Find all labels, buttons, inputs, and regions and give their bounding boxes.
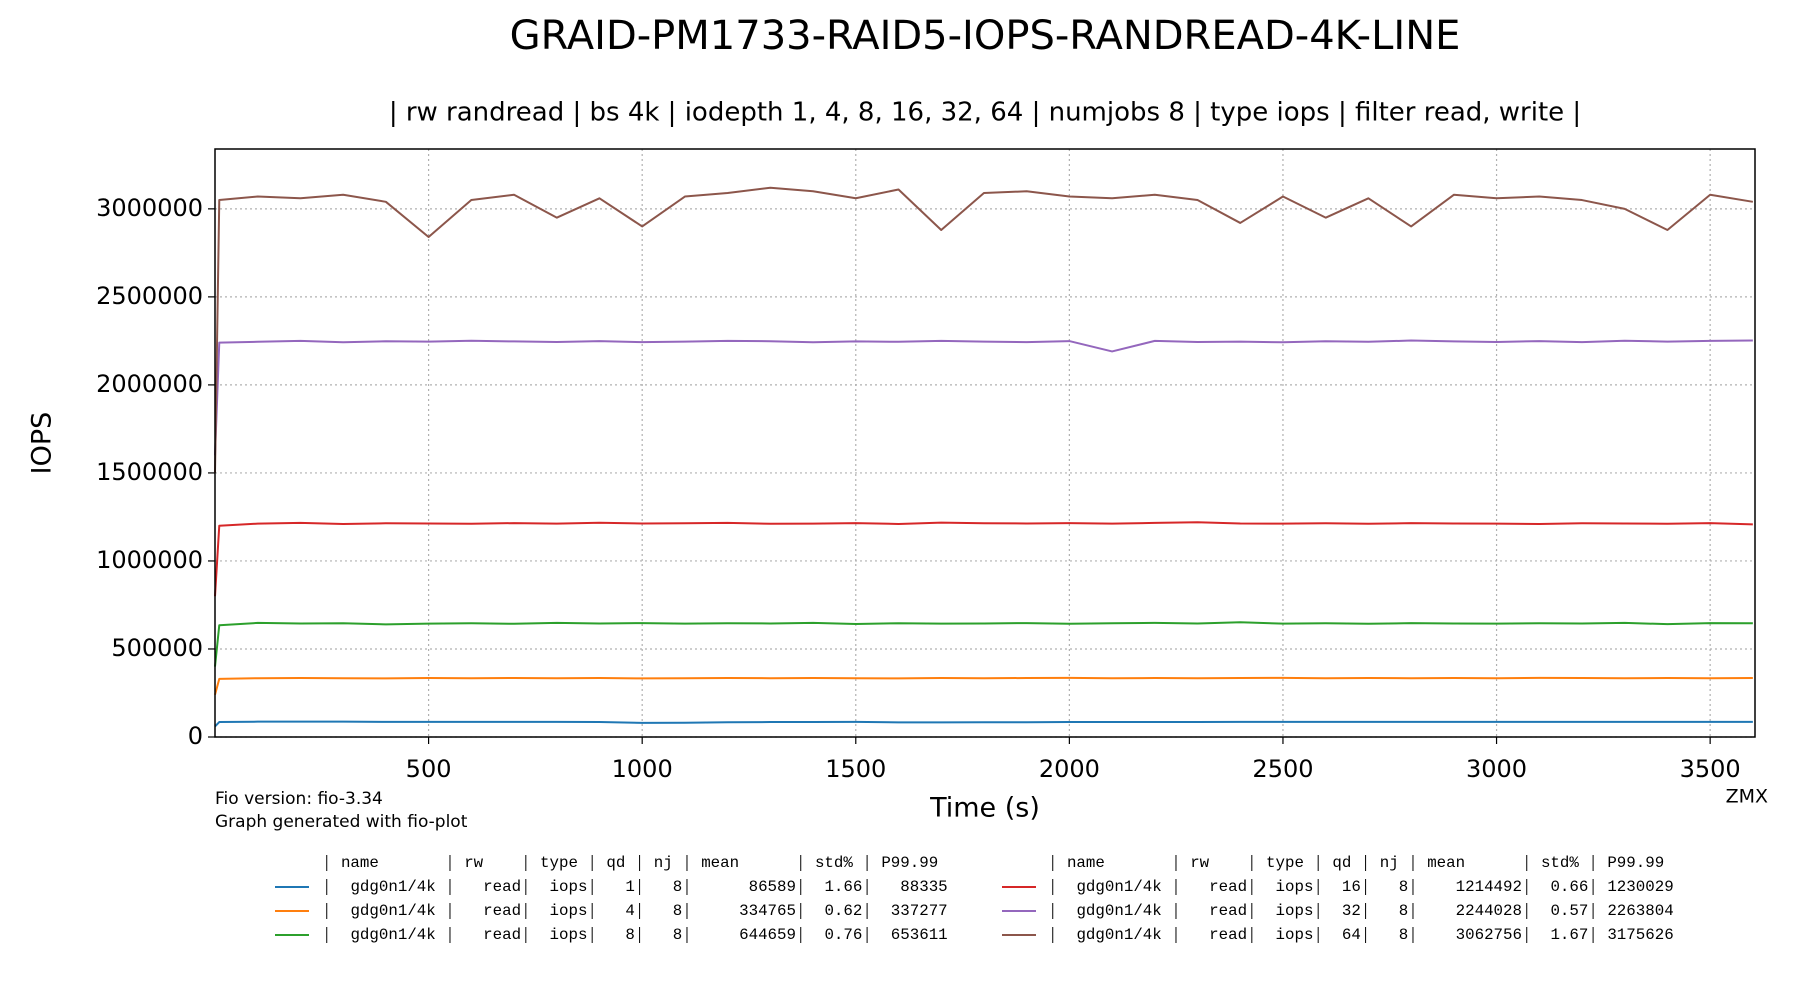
y-tick-label: 2000000 [96,370,203,398]
legend-cell: read [483,902,521,920]
legend-cell: 4 [625,902,634,920]
legend-header: qd [606,854,625,872]
legend-cell: 1214492 [1456,878,1522,896]
legend-cell: 8 [625,926,634,944]
legend-cell: 1.67 [1550,926,1588,944]
legend-cell: gdg0n1/4k [1076,902,1161,920]
legend-header: nj [1380,854,1399,872]
y-tick-label: 1000000 [96,546,203,574]
series-line [214,186,1754,473]
legend-cell: gdg0n1/4k [350,926,435,944]
legend-cell: 8 [673,878,682,896]
legend-cell: read [1209,926,1247,944]
legend-cell: 16 [1342,878,1361,896]
legend-header: P99.99 [1607,854,1664,872]
legend-cell: gdg0n1/4k [350,902,435,920]
y-tick-label: 3000000 [96,194,203,222]
legend-cell: iops [550,878,588,896]
legend-cell: 2244028 [1456,902,1522,920]
legend-cell: iops [550,902,588,920]
legend-cell: read [483,926,521,944]
y-axis-label: IOPS [27,412,58,475]
x-tick-label: 1500 [825,755,886,783]
legend-cell: 86589 [749,878,796,896]
legend-cell: 88335 [900,878,947,896]
x-tick-label: 500 [406,755,452,783]
x-tick-label: 3500 [1680,755,1741,783]
legend-header: rw [1190,854,1209,872]
legend-cell: 644659 [739,926,796,944]
legend-cell: read [483,878,521,896]
legend-header: type [1266,854,1304,872]
legend-header: name [1067,854,1105,872]
chart-subtitle: | rw randread | bs 4k | iodepth 1, 4, 8,… [389,98,1581,128]
legend-header: nj [654,854,673,872]
legend-cell: 32 [1342,902,1361,920]
chart-title: GRAID-PM1733-RAID5-IOPS-RANDREAD-4K-LINE [510,13,1461,59]
legend-cell: iops [1276,926,1314,944]
legend-cell: iops [550,926,588,944]
x-tick-label: 3000 [1466,755,1527,783]
x-tick-label: 2500 [1252,755,1313,783]
plot-frame [214,148,1756,738]
legend-header: rw [464,854,483,872]
legend-cell: 8 [673,926,682,944]
series-line [214,339,1753,456]
y-tick-label: 1500000 [96,458,203,486]
legend-cell: iops [1276,878,1314,896]
footnote: Graph generated with fio-plot [215,812,468,832]
legend-cell: 8 [673,902,682,920]
series-line [214,676,1753,696]
legend-cell: 337277 [891,902,948,920]
x-axis-label: Time (s) [929,793,1040,824]
y-tick-label: 500000 [111,634,203,662]
legend-cell: 0.62 [824,902,862,920]
legend-cell: 8 [1399,926,1408,944]
legend-header: P99.99 [881,854,938,872]
legend-cell: 0.66 [1550,878,1588,896]
legend-cell: 653611 [891,926,948,944]
legend-cell: 1 [625,878,634,896]
y-tick-label: 2500000 [96,282,203,310]
legend-header: qd [1332,854,1351,872]
legend-cell: 3175626 [1607,926,1673,944]
legend-cell: 0.76 [824,926,862,944]
legend-header: std% [815,854,853,872]
legend-cell: gdg0n1/4k [1076,926,1161,944]
x-tick-label: 2000 [1039,755,1100,783]
legend-cell: iops [1276,902,1314,920]
legend-cell: 0.57 [1550,902,1588,920]
x-tick-label: 1000 [612,755,673,783]
legend-cell: 1230029 [1607,878,1673,896]
legend-header: std% [1541,854,1579,872]
legend-cell: 8 [1399,878,1408,896]
footnote: Fio version: fio-3.34 [215,789,383,809]
series-line [214,720,1753,728]
legend-cell: 1.66 [824,878,862,896]
series-line [214,621,1753,667]
legend-cell: gdg0n1/4k [350,878,435,896]
legend-header: mean [1427,854,1465,872]
legend-cell: 64 [1342,926,1361,944]
legend-cell: 334765 [739,902,796,920]
legend-header: type [540,854,578,872]
legend-cell: 2263804 [1607,902,1673,920]
corner-label: ZMX [1726,786,1768,808]
legend-header: name [341,854,379,872]
legend-header: mean [701,854,739,872]
series-line [214,521,1753,597]
legend-cell: read [1209,878,1247,896]
legend-cell: read [1209,902,1247,920]
y-tick-label: 0 [188,722,203,750]
legend-cell: gdg0n1/4k [1076,878,1161,896]
legend-cell: 8 [1399,902,1408,920]
legend-cell: 3062756 [1456,926,1522,944]
